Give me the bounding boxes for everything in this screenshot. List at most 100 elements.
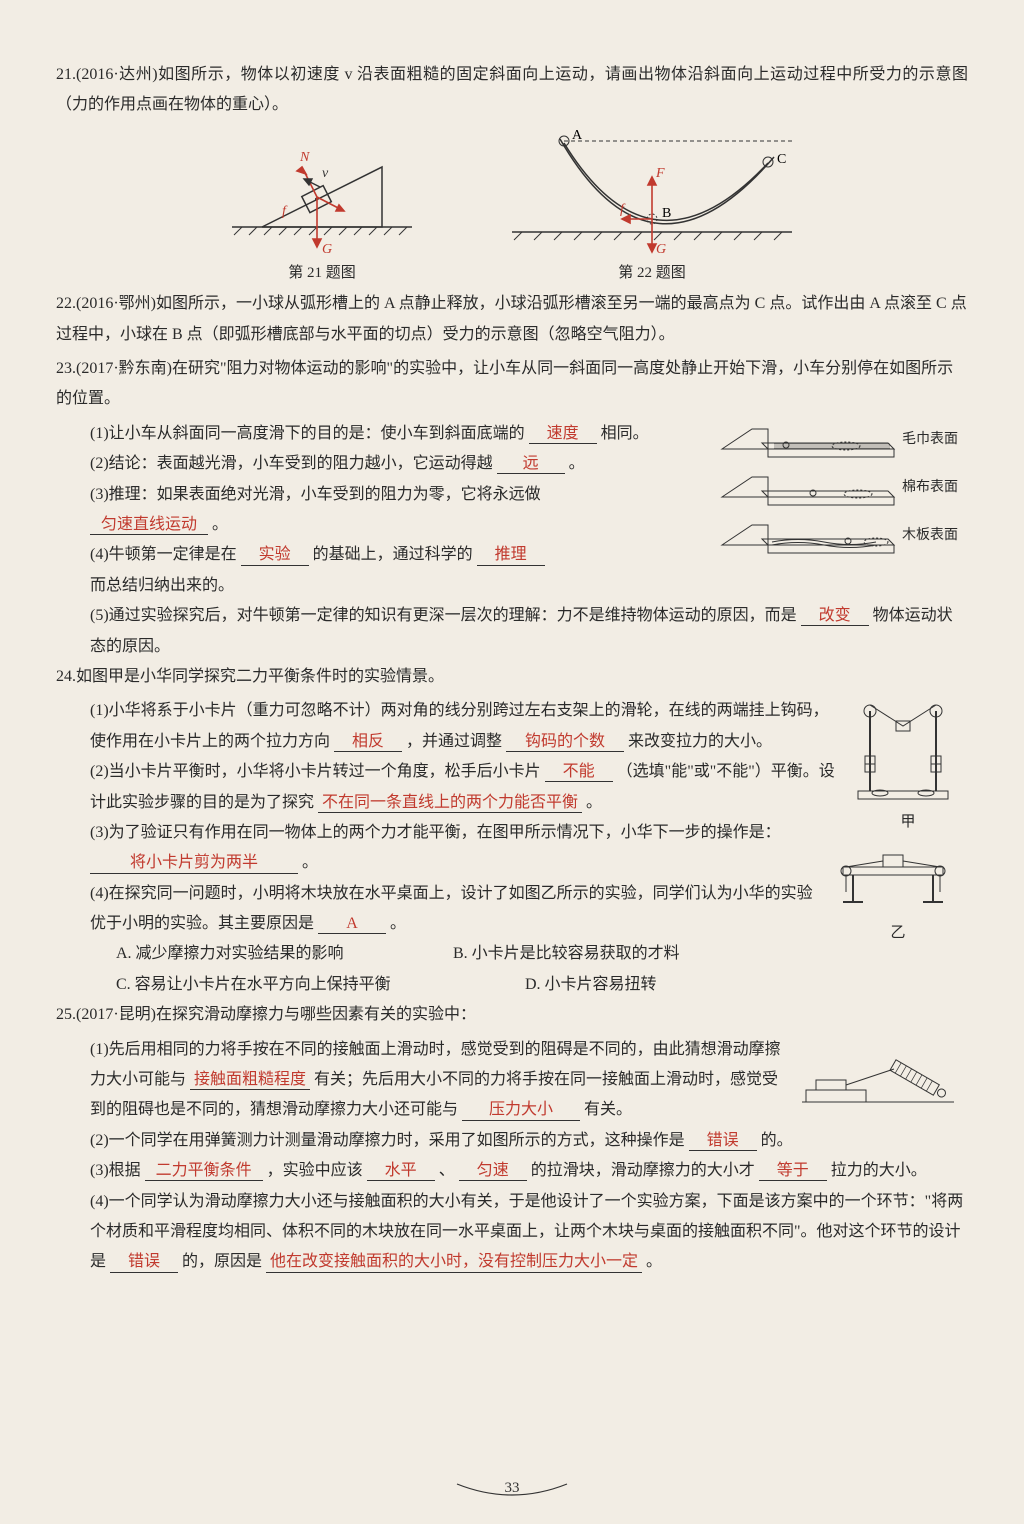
q25-p3e: 拉力的大小。 [831, 1162, 927, 1179]
q25-p3a: (3)根据 [90, 1162, 141, 1179]
q24-p4-blank: A [346, 915, 358, 932]
surface-1-label: 毛巾表面 [902, 427, 958, 454]
q25-p4-blank2: 他在改变接触面积的大小时，没有控制压力大小一定 [270, 1253, 638, 1270]
figure-24-yi: 乙 [828, 837, 968, 948]
figure-21: N v f G 第 21 题图 [222, 127, 422, 288]
q25-intro: 在探究滑动摩擦力与哪些因素有关的实验中： [156, 1006, 476, 1023]
q23-intro: 在研究"阻力对物体运动的影响"的实验中，让小车从同一斜面同一高度处静止开始下滑，… [56, 360, 953, 407]
q25-p3: (3)根据 二力平衡条件 ，实验中应该 水平 、 匀速 的拉滑块，滑动摩擦力的大… [56, 1156, 968, 1186]
q25-p4c: 。 [646, 1253, 662, 1270]
q25-p3-blank2: 水平 [385, 1162, 417, 1179]
q25-p3-blank1: 二力平衡条件 [156, 1162, 252, 1179]
surface-2-svg [718, 467, 898, 509]
label-N: N [299, 150, 310, 165]
q25-p2-blank: 错误 [707, 1132, 739, 1149]
q24-p2-blank2: 不在同一条直线上的两个力能否平衡 [322, 794, 578, 811]
page-number: 33 [0, 1476, 1024, 1505]
surface-3: 木板表面 [718, 515, 968, 557]
q24-p2c: 。 [586, 794, 602, 811]
surface-2: 棉布表面 [718, 467, 968, 509]
question-25: 25.(2017·昆明)在探究滑动摩擦力与哪些因素有关的实验中： [56, 1000, 968, 1030]
label-A: A [572, 128, 583, 143]
question-23: 23.(2017·黔东南)在研究"阻力对物体运动的影响"的实验中，让小车从同一斜… [56, 354, 968, 415]
surface-3-label: 木板表面 [902, 523, 958, 550]
q25-p3c: 、 [439, 1162, 455, 1179]
label-G22: G [656, 242, 666, 257]
q23-p5a: (5)通过实验探究后，对牛顿第一定律的知识有更深一层次的理解：力不是维持物体运动… [90, 607, 797, 624]
q24-p2: (2)当小卡片平衡时，小华将小卡片转过一个角度，松手后小卡片 不能 （选填"能"… [56, 757, 968, 818]
label-v: v [322, 166, 329, 181]
q25-p3-blank3: 匀速 [477, 1162, 509, 1179]
label-C: C [777, 152, 786, 167]
figure-25-svg [798, 1035, 958, 1115]
q24-p2a: (2)当小卡片平衡时，小华将小卡片转过一个角度，松手后小卡片 [90, 763, 541, 780]
q24-num: 24. [56, 668, 76, 685]
q25-p2b: 的。 [761, 1132, 793, 1149]
figure-22: A B C F f G 第 22 题图 [502, 127, 802, 288]
figure-25 [798, 1035, 968, 1115]
q23-p1-blank: 速度 [547, 425, 579, 442]
q24-p1-blank1: 相反 [352, 733, 384, 750]
figure-24-yi-svg [828, 837, 958, 917]
q24-p1: (1)小华将系于小卡片（重力可忽略不计）两对角的线分别跨过左右支架上的滑轮，在线… [56, 696, 968, 757]
q22-text: 如图所示，一小球从弧形槽上的 A 点静止释放，小球沿弧形槽滚至另一端的最高点为 … [56, 295, 967, 342]
figure-22-svg: A B C F f G [502, 127, 802, 257]
q25-p1-blank1: 接触面粗糙程度 [194, 1071, 306, 1088]
q23-p1a: (1)让小车从斜面同一高度滑下的目的是：使小车到斜面底端的 [90, 425, 525, 442]
page-number-text: 33 [505, 1480, 520, 1496]
choice-D: D. 小卡片容易扭转 [525, 970, 934, 1000]
figure-24-yi-cap: 乙 [828, 919, 968, 948]
figure-row-21-22: N v f G 第 21 题图 [56, 127, 968, 288]
q24-p2-blank1: 不能 [563, 763, 595, 780]
q24-p3a: (3)为了验证只有作用在同一物体上的两个力才能平衡，在图甲所示情况下，小华下一步… [90, 824, 781, 841]
surface-1: 毛巾表面 [718, 419, 968, 461]
choice-B: B. 小卡片是比较容易获取的才料 [453, 939, 790, 969]
question-24: 24.如图甲是小华同学探究二力平衡条件时的实验情景。 [56, 662, 968, 692]
q24-p1-blank2: 钩码的个数 [525, 733, 605, 750]
surface-3-svg [718, 515, 898, 557]
q25-num: 25. [56, 1006, 76, 1023]
label-B: B [662, 206, 671, 221]
page: 21.(2016·达州)如图所示，物体以初速度 v 沿表面粗糙的固定斜面向上运动… [0, 0, 1024, 1524]
q21-source: (2016·达州) [76, 66, 158, 83]
q21-text: 如图所示，物体以初速度 v 沿表面粗糙的固定斜面向上运动，请画出物体沿斜面向上运… [56, 66, 968, 113]
q25-p1-blank2: 压力大小 [489, 1101, 553, 1118]
q23-p4-blank1: 实验 [259, 546, 291, 563]
page-number-decoration: 33 [452, 1478, 572, 1502]
q24-intro: 如图甲是小华同学探究二力平衡条件时的实验情景。 [76, 668, 444, 685]
q23-p2-blank: 远 [523, 455, 539, 472]
q25-p2: (2)一个同学在用弹簧测力计测量滑动摩擦力时，采用了如图所示的方式，这种操作是 … [56, 1126, 968, 1156]
q25-p1c: 有关。 [584, 1101, 632, 1118]
q25-p3-blank4: 等于 [777, 1162, 809, 1179]
figure-24-jia: 甲 [848, 696, 968, 837]
q23-p1b: 相同。 [601, 425, 649, 442]
q25-source: (2017·昆明) [76, 1006, 156, 1023]
q23-p2a: (2)结论：表面越光滑，小车受到的阻力越小，它运动得越 [90, 455, 493, 472]
q24-p3-blank: 将小卡片剪为两半 [130, 854, 258, 871]
figure-22-caption: 第 22 题图 [502, 259, 802, 288]
q23-p4a: (4)牛顿第一定律是在 [90, 546, 237, 563]
q21-num: 21. [56, 66, 76, 83]
figure-21-caption: 第 21 题图 [222, 259, 422, 288]
question-22: 22.(2016·鄂州)如图所示，一小球从弧形槽上的 A 点静止释放，小球沿弧形… [56, 289, 968, 350]
q23-p3a: (3)推理：如果表面绝对光滑，小车受到的阻力为零，它将永远做 [90, 486, 541, 503]
q25-p4: (4)一个同学认为滑动摩擦力大小还与接触面积的大小有关，于是他设计了一个实验方案… [56, 1187, 968, 1278]
surface-figures: 毛巾表面 棉布表面 木板表面 [718, 419, 968, 563]
choice-A: A. 减少摩擦力对实验结果的影响 [116, 939, 453, 969]
q23-p2b: 。 [569, 455, 585, 472]
q25-p4-blank1: 错误 [128, 1253, 160, 1270]
q24-p3b: 。 [302, 854, 318, 871]
q23-p4-blank2: 推理 [495, 546, 527, 563]
q24-p4b: 。 [390, 915, 406, 932]
q22-num: 22. [56, 295, 76, 312]
label-f21: f [282, 204, 288, 219]
figure-24-jia-cap: 甲 [848, 808, 968, 837]
q25-p3b: ，实验中应该 [267, 1162, 363, 1179]
surface-1-svg [718, 419, 898, 461]
choice-C: C. 容易让小卡片在水平方向上保持平衡 [116, 970, 525, 1000]
q25-p2a: (2)一个同学在用弹簧测力计测量滑动摩擦力时，采用了如图所示的方式，这种操作是 [90, 1132, 685, 1149]
q23-p4c: 而总结归纳出来的。 [90, 577, 234, 594]
q23-p4b: 的基础上，通过科学的 [313, 546, 473, 563]
q24-p4a: (4)在探究同一问题时，小明将木块放在水平桌面上，设计了如图乙所示的实验，同学们… [90, 885, 813, 932]
q23-p5-blank: 改变 [819, 607, 851, 624]
